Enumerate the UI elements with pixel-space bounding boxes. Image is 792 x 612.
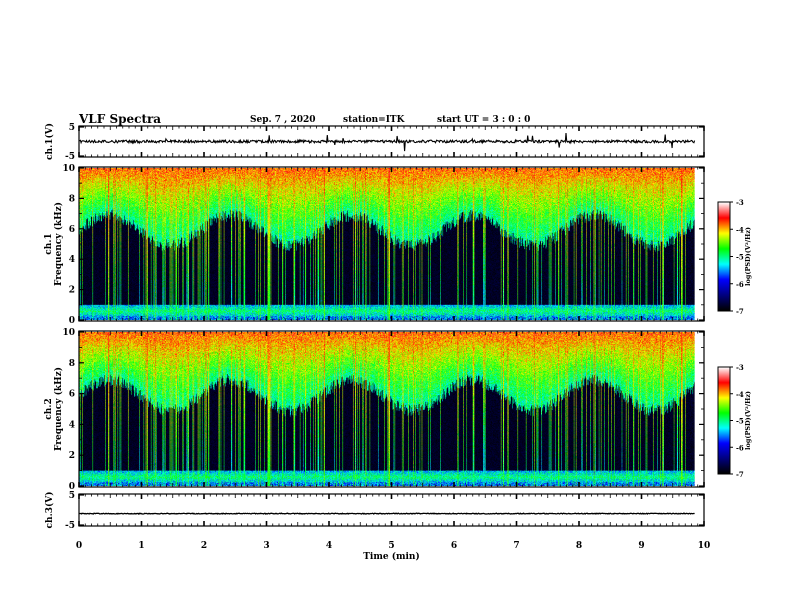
colorbar-tick-label: -7 [736,307,744,316]
x-tick-label: 10 [698,541,711,551]
y-tick-label: 0 [69,316,75,326]
y-tick-label: -5 [65,521,75,531]
colorbar-tick-label: -5 [736,417,744,426]
y-tick-label: 8 [69,359,75,369]
y-axis-label: ch.3(V) [44,492,55,529]
x-tick-label: 4 [326,541,332,551]
colorbar-tick-label: -6 [736,280,744,289]
y-tick-label: 2 [69,451,75,461]
y-tick-label: 8 [69,194,75,204]
x-tick-label: 1 [138,541,144,551]
y-tick-label: 5 [69,123,75,133]
x-axis-label: Time (min) [363,551,420,562]
y-tick-label: 0 [69,482,75,492]
y-tick-label: 10 [62,328,75,338]
spectrogram-ch2 [79,332,704,486]
waveform-ch3 [78,512,695,515]
y-axis-label-frequency: Frequency (kHz) [53,367,64,451]
y-axis-label-frequency: Frequency (kHz) [53,202,64,286]
waveform-lines [78,133,696,515]
date-label: Sep. 7 , 2020 [250,115,316,125]
x-tick-label: 9 [638,541,644,551]
y-tick-label: 4 [69,420,75,430]
colorbar-label: log(PSD)(V²/Hz) [744,227,752,286]
start-time-label: start UT = 3 : 0 : 0 [437,115,531,125]
x-tick-label: 6 [451,541,457,551]
spectrogram-images [79,168,730,486]
spectrogram-ch1 [79,168,704,320]
colorbar-ch2 [718,367,730,474]
y-axis-label-channel: ch.2 [44,398,54,419]
y-tick-label: 6 [69,225,75,235]
colorbar-ch1 [718,202,730,311]
x-tick-label: 2 [201,541,207,551]
x-tick-label: 3 [263,541,269,551]
colorbar-tick-label: -4 [736,390,744,399]
colorbar-tick-label: -5 [736,253,744,262]
figure-title: VLF Spectra [79,112,162,126]
colorbar-label: log(PSD)(V²/Hz) [744,391,752,450]
colorbar-tick-label: -7 [736,470,744,479]
x-tick-label: 7 [513,541,519,551]
colorbar-tick-label: -6 [736,443,744,452]
waveform-ch1 [78,133,696,152]
x-tick-label: 5 [388,541,394,551]
colorbar-tick-label: -3 [736,198,744,207]
y-axis-label: ch.1(V) [44,123,55,160]
y-axis-label-channel: ch.1 [44,233,54,254]
x-tick-label: 0 [76,541,82,551]
station-label: station=ITK [343,115,405,125]
y-tick-label: 10 [62,164,75,174]
y-tick-label: 5 [69,491,75,501]
y-tick-label: 4 [69,255,75,265]
x-tick-label: 8 [576,541,582,551]
y-tick-label: -5 [65,152,75,162]
y-tick-label: 6 [69,390,75,400]
colorbar-tick-label: -4 [736,225,744,234]
colorbar-tick-label: -3 [736,363,744,372]
panel-frames [78,125,733,527]
y-tick-label: 2 [69,286,75,296]
